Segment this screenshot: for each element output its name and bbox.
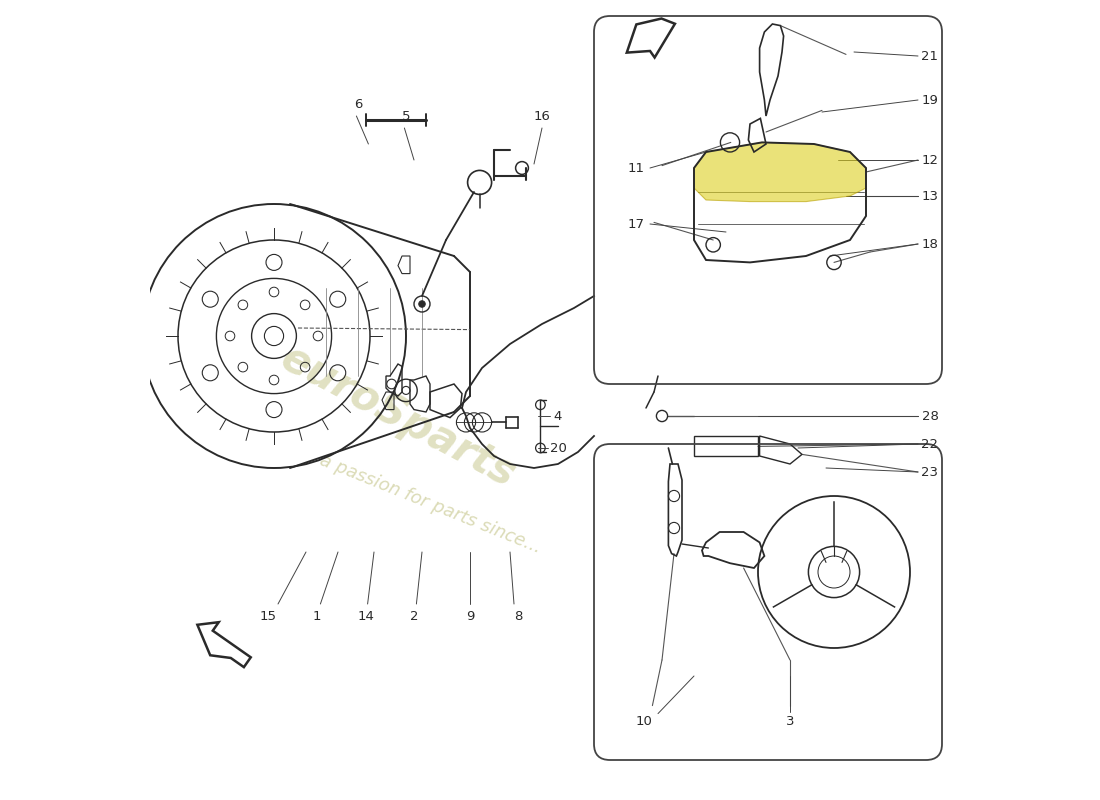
Text: 6: 6 (354, 98, 362, 110)
Text: 9: 9 (465, 610, 474, 622)
Text: 22: 22 (922, 438, 938, 450)
Text: 13: 13 (922, 190, 938, 202)
Text: euroSparts: euroSparts (274, 337, 522, 495)
Text: 15: 15 (260, 610, 277, 622)
Text: 2: 2 (409, 610, 418, 622)
Text: 14: 14 (358, 610, 374, 622)
Text: 16: 16 (534, 110, 550, 122)
Text: 1: 1 (312, 610, 321, 622)
Polygon shape (627, 18, 675, 58)
Text: 8: 8 (514, 610, 522, 622)
Polygon shape (694, 142, 866, 202)
Text: 12: 12 (922, 154, 938, 166)
Text: 10: 10 (636, 715, 652, 728)
Text: 3: 3 (785, 715, 794, 728)
Text: 18: 18 (922, 238, 938, 250)
Text: 17: 17 (628, 218, 645, 230)
Text: 11: 11 (628, 162, 645, 174)
Text: 19: 19 (922, 94, 938, 106)
Text: a passion for parts since...: a passion for parts since... (317, 451, 543, 557)
Text: 28: 28 (922, 410, 938, 422)
Circle shape (419, 301, 426, 307)
Text: 20: 20 (550, 442, 566, 454)
Polygon shape (197, 622, 251, 667)
Text: 5: 5 (402, 110, 410, 122)
Text: 23: 23 (922, 466, 938, 478)
Text: 4: 4 (553, 410, 562, 422)
Text: 21: 21 (922, 50, 938, 62)
